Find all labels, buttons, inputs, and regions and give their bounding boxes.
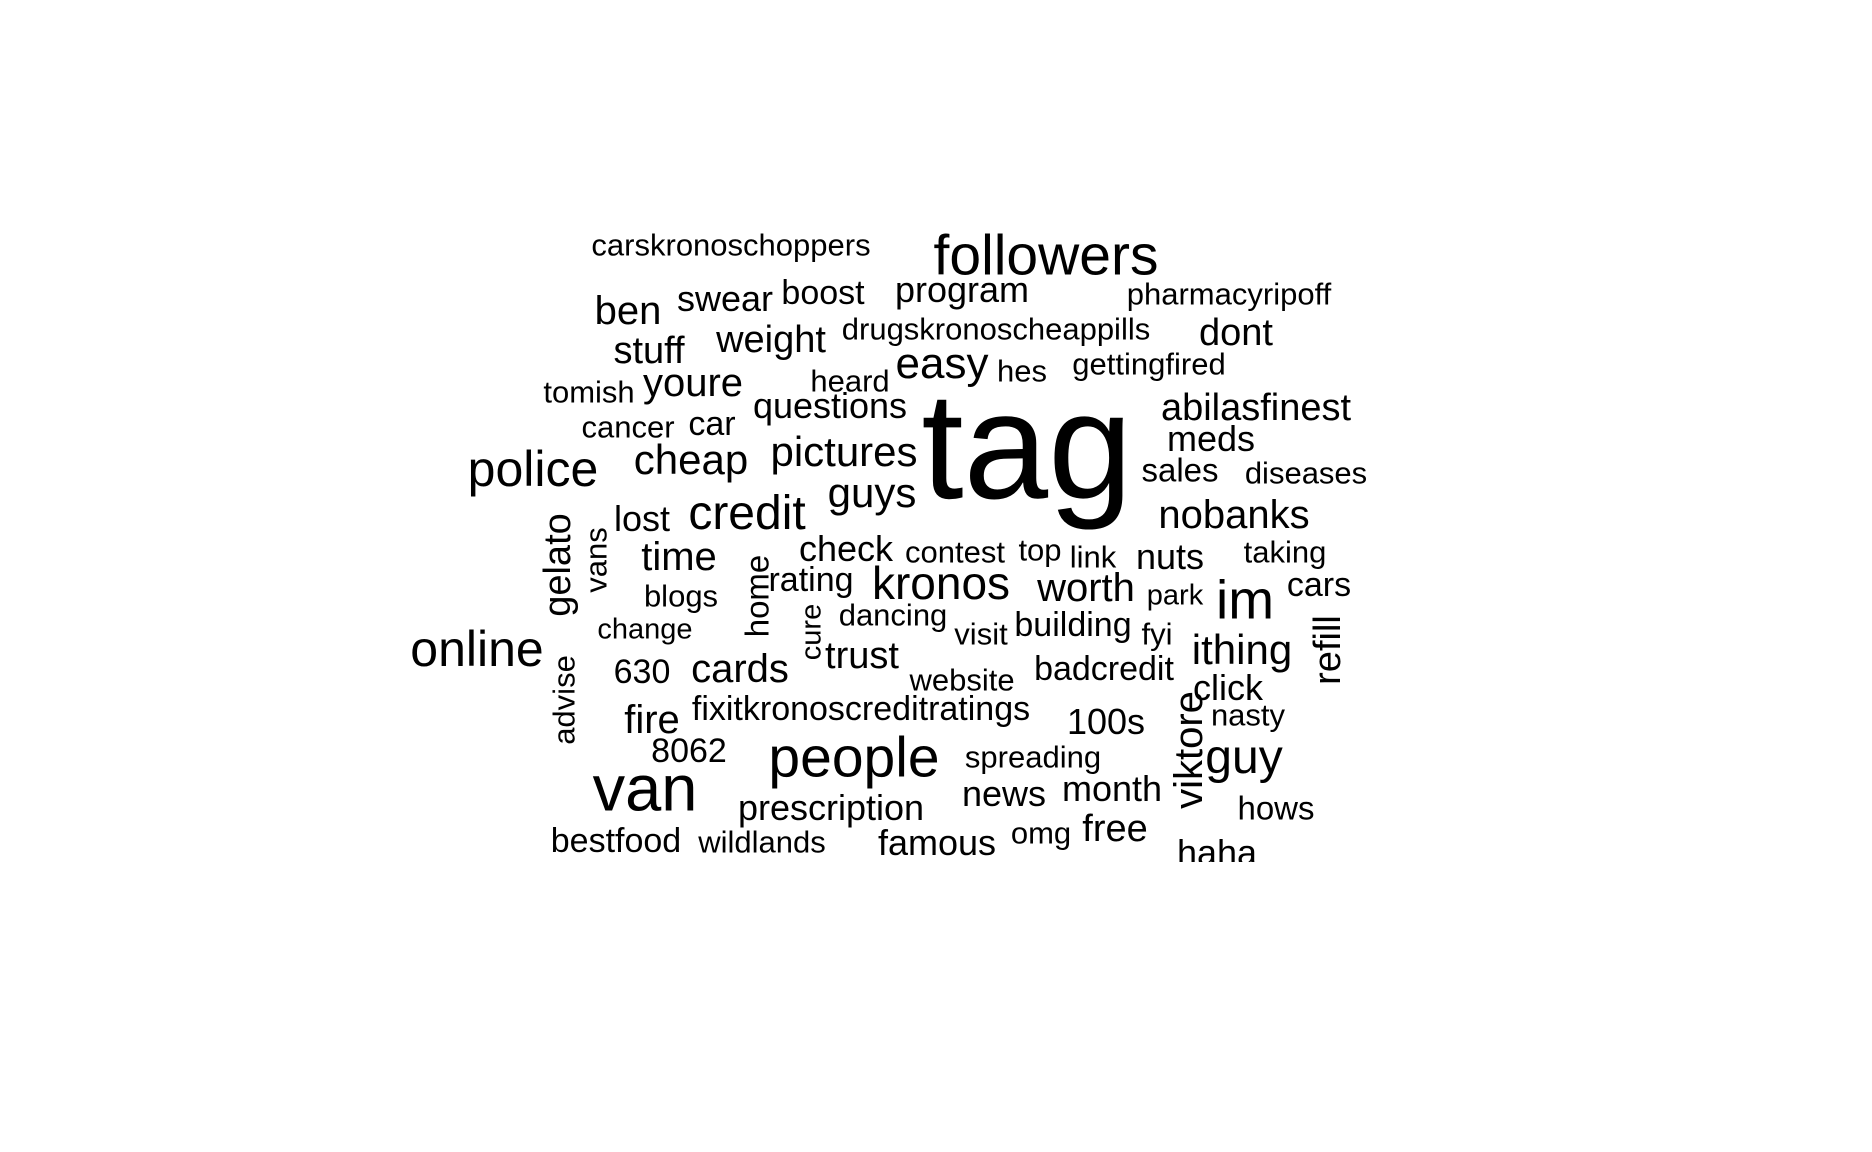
word-pharmacyripoff: pharmacyripoff [1126, 276, 1332, 312]
word-nuts: nuts [1135, 536, 1205, 577]
word-cloud: tag followers carskronoschoppers program… [410, 223, 1368, 863]
word-easy: easy [895, 339, 989, 388]
word-top: top [1018, 532, 1062, 568]
word-questions: questions [752, 385, 908, 426]
word-park: park [1146, 579, 1204, 612]
word-cancer: cancer [581, 409, 675, 445]
word-ben: ben [594, 289, 662, 333]
word-nobanks: nobanks [1158, 493, 1310, 537]
word-tag: tag [921, 361, 1133, 531]
word-cars: cars [1286, 566, 1352, 604]
word-followers: followers [933, 223, 1159, 288]
word-van: van [592, 751, 698, 825]
word-hes: hes [997, 353, 1047, 389]
word-drugskronoscheappills: drugskronoscheappills [841, 311, 1151, 347]
word-prescription: prescription [737, 787, 925, 828]
word-car: car [688, 405, 736, 443]
word-heard: heard [810, 363, 890, 399]
word-pictures: pictures [770, 428, 918, 475]
word-8062: 8062 [651, 732, 727, 770]
word-guys: guys [827, 469, 917, 516]
word-building: building [1014, 606, 1132, 644]
word-contest: contest [905, 534, 1005, 570]
word-website: website [909, 662, 1015, 698]
word-dont: dont [1199, 312, 1273, 354]
word-carskronoschoppers: carskronoschoppers [591, 227, 871, 263]
word-tomish: tomish [543, 374, 635, 410]
word-free: free [1082, 808, 1148, 850]
word-month: month [1061, 768, 1163, 809]
word-stuff: stuff [613, 330, 685, 372]
word-badcredit: badcredit [1034, 650, 1174, 688]
word-spreading: spreading [964, 739, 1102, 775]
word-click: click [1193, 667, 1263, 708]
word-visit: visit [954, 616, 1008, 652]
word-nasty: nasty [1210, 697, 1286, 733]
word-fyi: fyi [1141, 616, 1173, 652]
word-advise: advise [546, 655, 582, 745]
word-meds: meds [1166, 418, 1256, 459]
word-viktore: viktore [1167, 691, 1211, 809]
word-famous: famous [877, 822, 997, 862]
word-fixitkronoscreditratings: fixitkronoscreditratings [691, 690, 1031, 728]
word-weight: weight [716, 319, 826, 361]
word-bestfood: bestfood [550, 822, 682, 860]
word-rating: rating [768, 561, 854, 599]
word-credit: credit [688, 487, 806, 540]
word-change: change [597, 613, 693, 646]
word-kronos: kronos [871, 557, 1011, 609]
word-gelato: gelato [537, 513, 579, 617]
word-refill: refill [1307, 615, 1349, 685]
word-police: police [467, 441, 599, 497]
word-taking: taking [1243, 534, 1327, 570]
word-blogs: blogs [643, 578, 719, 614]
word-online: online [410, 621, 544, 677]
word-people: people [768, 725, 940, 790]
word-sales: sales [1141, 451, 1219, 489]
word-guy: guy [1205, 731, 1283, 784]
word-100s: 100s [1066, 701, 1146, 742]
word-abilasfinest: abilasfinest [1160, 387, 1352, 429]
word-time: time [641, 535, 717, 579]
word-cards: cards [691, 647, 789, 691]
word-link: link [1069, 539, 1117, 575]
word-worth: worth [1037, 566, 1135, 610]
word-haha: haha [1176, 832, 1258, 863]
word-gettingfired: gettingfired [1072, 346, 1226, 382]
word-im: im [1215, 568, 1275, 631]
word-cheap: cheap [633, 436, 749, 483]
word-news: news [961, 773, 1047, 814]
word-630: 630 [613, 653, 671, 691]
word-check: check [798, 528, 894, 569]
word-lost: lost [613, 498, 671, 539]
word-omg: omg [1010, 815, 1072, 851]
word-diseases: diseases [1244, 455, 1368, 491]
word-hows: hows [1237, 789, 1315, 827]
word-program: program [894, 269, 1030, 310]
word-cure: cure [795, 603, 828, 661]
word-youre: youre [642, 361, 744, 405]
word-swear: swear [676, 278, 774, 319]
word-vans: vans [578, 527, 614, 593]
word-ithing: ithing [1191, 626, 1293, 673]
word-boost: boost [781, 274, 865, 312]
word-trust: trust [825, 635, 899, 677]
word-fire: fire [624, 698, 680, 742]
word-dancing: dancing [838, 597, 948, 633]
word-wildlands: wildlands [698, 824, 826, 860]
